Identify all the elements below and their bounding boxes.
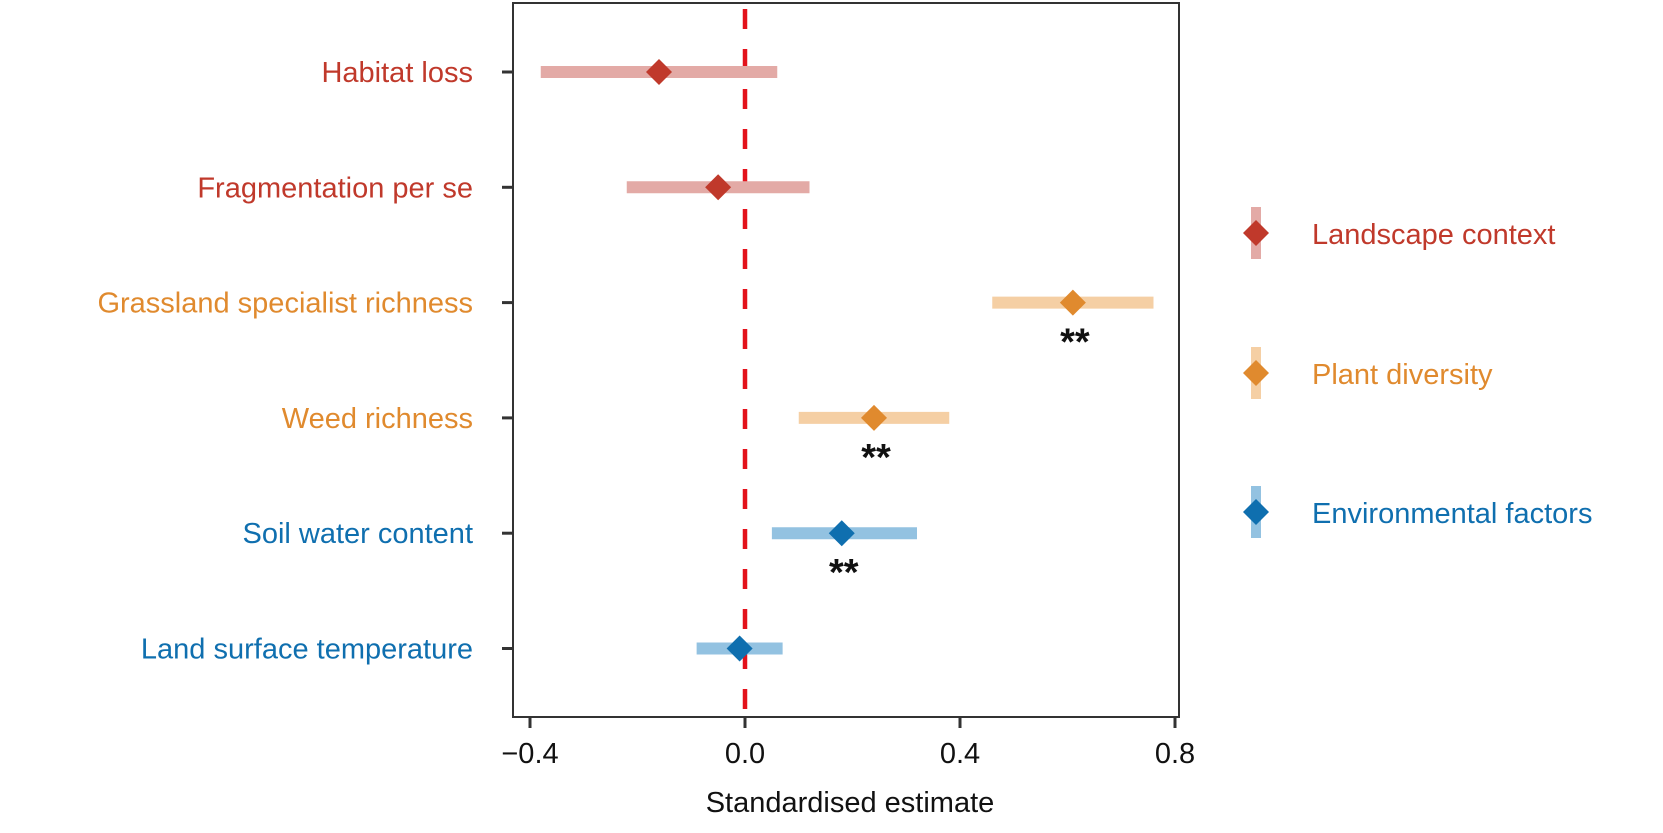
y-tick-label: Grassland specialist richness <box>97 288 473 320</box>
estimate-marker <box>646 59 672 85</box>
legend-item: Environmental factors <box>1243 486 1592 538</box>
estimate-marker <box>1059 289 1086 316</box>
y-tick-label: Weed richness <box>282 403 473 435</box>
legend-marker <box>1243 360 1269 386</box>
legend: Landscape context Plant diversity Environm… <box>1243 207 1592 538</box>
plot-area: ** ** ** <box>540 7 1154 717</box>
y-tick-label: Fragmentation per se <box>197 172 473 204</box>
x-tick-label: −0.4 <box>501 738 558 770</box>
legend-item: Plant diversity <box>1243 347 1493 399</box>
legend-label: Plant diversity <box>1312 359 1493 391</box>
y-tick-label: Soil water content <box>242 518 473 550</box>
significance-label: ** <box>829 552 859 594</box>
x-tick-label: 0.4 <box>940 738 980 770</box>
x-axis: −0.4 0.0 0.4 0.8 <box>501 717 1195 770</box>
legend-marker <box>1243 220 1269 246</box>
estimate-marker <box>828 520 855 547</box>
x-tick-label: 0.8 <box>1155 738 1195 770</box>
y-axis: Habitat loss Fragmentation per se Grasslan… <box>97 57 513 666</box>
x-tick-label: 0.0 <box>725 738 765 770</box>
y-tick-label: Land surface temperature <box>141 634 473 666</box>
estimate-marker <box>726 635 753 662</box>
legend-item: Landscape context <box>1243 207 1555 259</box>
legend-label: Landscape context <box>1312 219 1555 251</box>
estimate-marker <box>861 404 887 431</box>
legend-marker <box>1243 499 1269 525</box>
significance-label: ** <box>1060 322 1090 364</box>
estimate-marker <box>705 174 732 201</box>
y-tick-label: Habitat loss <box>321 57 473 89</box>
legend-label: Environmental factors <box>1312 498 1592 530</box>
significance-label: ** <box>861 437 891 479</box>
plot-frame <box>512 2 1180 718</box>
x-axis-label: Standardised estimate <box>706 787 995 819</box>
